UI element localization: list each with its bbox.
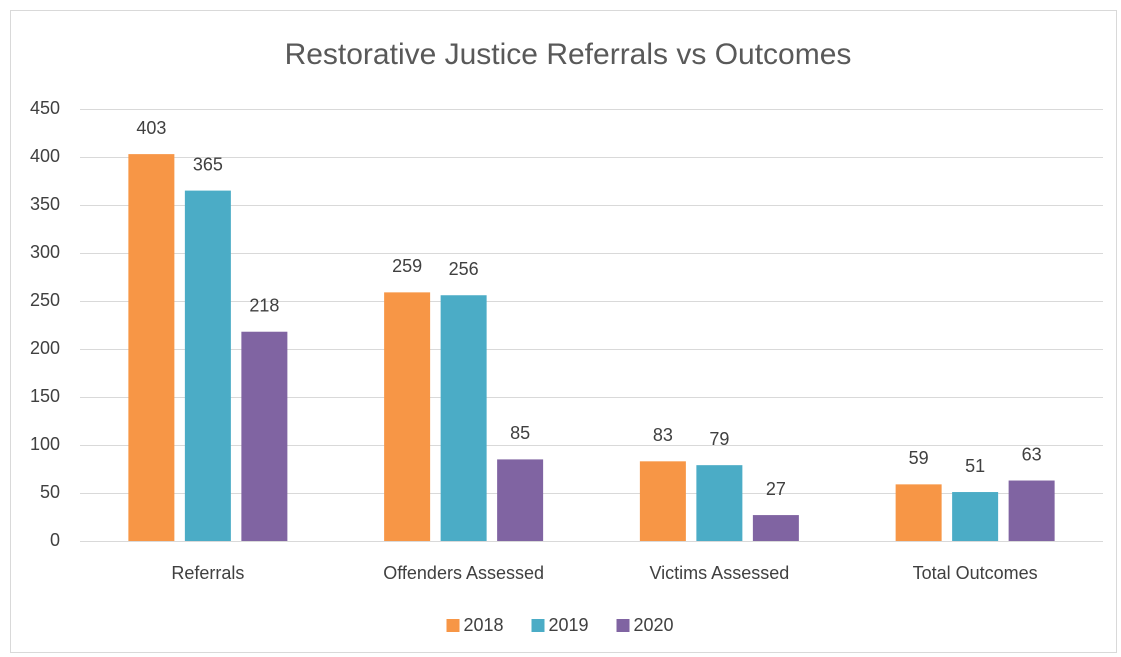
data-label: 403 bbox=[136, 118, 166, 138]
bar bbox=[895, 484, 942, 541]
bar bbox=[1008, 480, 1055, 541]
data-label: 27 bbox=[766, 479, 786, 499]
legend-label: 2019 bbox=[549, 615, 589, 635]
y-tick-label: 300 bbox=[30, 242, 60, 262]
y-tick-label: 150 bbox=[30, 386, 60, 406]
x-tick-label: Referrals bbox=[171, 563, 244, 583]
data-label: 51 bbox=[965, 456, 985, 476]
data-label: 218 bbox=[249, 295, 279, 315]
chart-border bbox=[10, 10, 1117, 653]
y-tick-label: 450 bbox=[30, 98, 60, 118]
legend-label: 2018 bbox=[464, 615, 504, 635]
y-tick-label: 100 bbox=[30, 434, 60, 454]
y-tick-label: 50 bbox=[40, 482, 60, 502]
chart-title: Restorative Justice Referrals vs Outcome… bbox=[285, 38, 852, 71]
data-label: 365 bbox=[193, 154, 223, 174]
bar bbox=[752, 515, 799, 541]
data-label: 85 bbox=[510, 423, 530, 443]
x-tick-label: Offenders Assessed bbox=[383, 563, 544, 583]
data-label: 259 bbox=[392, 256, 422, 276]
y-tick-label: 200 bbox=[30, 338, 60, 358]
bar bbox=[639, 461, 686, 541]
data-label: 59 bbox=[909, 448, 929, 468]
bar bbox=[128, 154, 175, 541]
legend-swatch bbox=[531, 619, 545, 632]
y-tick-label: 0 bbox=[50, 530, 60, 550]
data-label: 83 bbox=[653, 425, 673, 445]
data-label: 63 bbox=[1022, 444, 1042, 464]
y-tick-label: 250 bbox=[30, 290, 60, 310]
bar bbox=[241, 331, 288, 541]
y-tick-label: 350 bbox=[30, 194, 60, 214]
legend-swatch bbox=[446, 619, 460, 632]
bar bbox=[384, 292, 431, 541]
bar bbox=[497, 459, 544, 541]
data-label: 256 bbox=[449, 259, 479, 279]
legend-label: 2020 bbox=[634, 615, 674, 635]
y-tick-label: 400 bbox=[30, 146, 60, 166]
bar bbox=[696, 465, 743, 541]
legend-swatch bbox=[616, 619, 630, 632]
x-tick-label: Total Outcomes bbox=[913, 563, 1038, 583]
bar bbox=[440, 295, 487, 541]
bar bbox=[952, 492, 999, 541]
x-tick-label: Victims Assessed bbox=[650, 563, 790, 583]
bar bbox=[184, 190, 231, 541]
data-label: 79 bbox=[709, 429, 729, 449]
